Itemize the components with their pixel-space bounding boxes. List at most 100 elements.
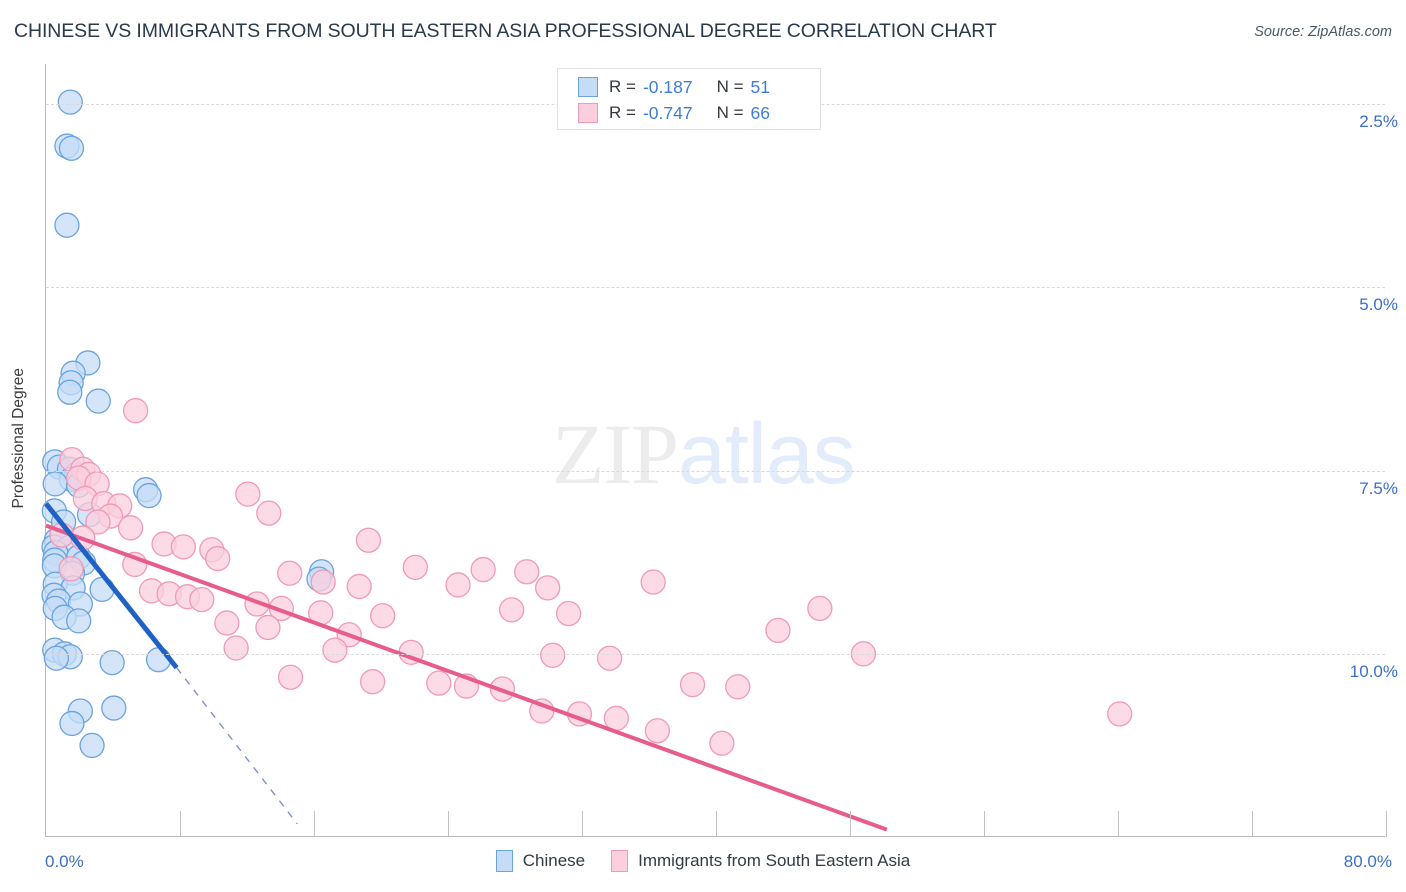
scatter-point[interactable] xyxy=(58,556,84,582)
scatter-point[interactable] xyxy=(170,534,197,560)
scatter-point[interactable] xyxy=(346,573,372,600)
scatter-point[interactable] xyxy=(310,569,336,595)
x-axis-tick xyxy=(314,810,315,837)
stats-n-value-sea: 66 xyxy=(750,102,770,123)
scatter-point[interactable] xyxy=(79,732,105,759)
scatter-point[interactable] xyxy=(85,509,111,535)
scatter-point[interactable] xyxy=(223,635,249,661)
legend-label-chinese: Chinese xyxy=(522,851,586,870)
scatter-point[interactable] xyxy=(214,610,240,636)
scatter-point[interactable] xyxy=(640,569,666,595)
scatter-point[interactable] xyxy=(57,379,83,405)
scatter-point[interactable] xyxy=(66,608,92,634)
scatter-point[interactable] xyxy=(256,500,282,526)
scatter-point[interactable] xyxy=(709,730,735,756)
scatter-point[interactable] xyxy=(596,645,623,671)
legend-item-sea[interactable]: Immigrants from South Eastern Asia xyxy=(611,850,910,872)
scatter-point[interactable] xyxy=(535,575,561,601)
legend-label-sea: Immigrants from South Eastern Asia xyxy=(638,851,911,870)
scatter-point[interactable] xyxy=(189,586,215,613)
stats-n-value-chinese: 51 xyxy=(750,76,770,97)
scatter-point[interactable] xyxy=(807,595,833,622)
scatter-point[interactable] xyxy=(355,527,382,553)
trendline-chinese xyxy=(44,502,179,670)
series-legend: Chinese Immigrants from South Eastern As… xyxy=(0,850,1406,872)
stats-row-chinese: R = -0.187 N = 51 xyxy=(578,75,770,99)
y-axis-label: Professional Degree xyxy=(10,368,27,509)
stats-row-sea: R = -0.747 N = 66 xyxy=(578,101,770,125)
plot-area xyxy=(41,64,1387,837)
scatter-point[interactable] xyxy=(1107,701,1133,727)
y-axis-tick-label: 2.5% xyxy=(1359,112,1398,132)
scatter-point[interactable] xyxy=(277,560,303,586)
scatter-point[interactable] xyxy=(322,637,348,663)
legend-swatch-chinese xyxy=(495,850,513,872)
scatter-point[interactable] xyxy=(42,471,68,497)
y-axis-tick-label: 7.5% xyxy=(1359,478,1398,498)
x-axis-tick xyxy=(582,810,583,837)
x-axis-tick xyxy=(850,810,851,837)
scatter-point[interactable] xyxy=(370,603,396,629)
source-attribution: Source: ZipAtlas.com xyxy=(1254,24,1392,40)
x-axis-min-label: 0.0% xyxy=(45,852,84,871)
scatter-point[interactable] xyxy=(555,600,582,627)
x-axis-tick xyxy=(1386,810,1387,837)
page-title: CHINESE VS IMMIGRANTS FROM SOUTH EASTERN… xyxy=(14,20,997,42)
gridline-y xyxy=(46,287,1385,289)
x-axis-tick xyxy=(1252,810,1253,837)
legend-swatch-sea xyxy=(611,850,629,872)
scatter-point[interactable] xyxy=(58,135,85,161)
scatter-point[interactable] xyxy=(122,397,149,424)
trendline-sea xyxy=(45,523,888,832)
scatter-point[interactable] xyxy=(359,669,386,695)
scatter-point[interactable] xyxy=(57,89,83,115)
scatter-point[interactable] xyxy=(101,695,127,721)
x-axis-tick xyxy=(448,810,449,837)
stats-swatch-sea xyxy=(578,103,598,123)
stats-r-value-sea: -0.747 xyxy=(642,102,693,123)
y-axis-tick-label: 5.0% xyxy=(1359,295,1398,315)
scatter-point[interactable] xyxy=(470,556,496,583)
legend-item-chinese[interactable]: Chinese xyxy=(495,850,586,872)
scatter-point[interactable] xyxy=(205,545,231,572)
scatter-point[interactable] xyxy=(445,572,471,598)
scatter-point[interactable] xyxy=(725,674,751,700)
scatter-point[interactable] xyxy=(765,617,791,644)
scatter-point[interactable] xyxy=(277,664,304,690)
scatter-point[interactable] xyxy=(498,597,525,623)
gridline-y xyxy=(46,470,1385,472)
scatter-point[interactable] xyxy=(136,482,162,509)
correlation-stats-box: R = -0.187 N = 51 R = -0.747 N = 66 xyxy=(557,68,821,130)
trendline-chinese-extension xyxy=(176,667,298,825)
x-axis-tick xyxy=(716,810,717,837)
y-axis-tick-label: 10.0% xyxy=(1349,661,1398,681)
scatter-point[interactable] xyxy=(145,647,172,673)
x-axis-tick xyxy=(984,810,985,837)
stats-n-label-sea: N = xyxy=(716,103,744,122)
scatter-plot-canvas xyxy=(41,89,1133,832)
scatter-point[interactable] xyxy=(54,212,80,238)
scatter-point[interactable] xyxy=(426,670,452,696)
stats-r-label-sea: R = xyxy=(609,103,636,122)
stats-swatch-chinese xyxy=(578,77,598,97)
scatter-point[interactable] xyxy=(679,671,706,698)
scatter-point[interactable] xyxy=(85,388,111,414)
scatter-point[interactable] xyxy=(99,649,125,676)
x-axis-max-label: 80.0% xyxy=(1343,852,1392,871)
x-axis-tick xyxy=(180,810,181,837)
stats-r-label-chinese: R = xyxy=(609,77,636,96)
scatter-point[interactable] xyxy=(402,554,428,581)
stats-n-label-chinese: N = xyxy=(716,77,744,96)
gridline-y xyxy=(46,653,1385,655)
scatter-point[interactable] xyxy=(43,645,70,671)
scatter-point[interactable] xyxy=(644,718,671,744)
stats-r-value-chinese: -0.187 xyxy=(642,76,693,97)
scatter-point[interactable] xyxy=(540,642,566,668)
scatter-point[interactable] xyxy=(514,559,540,585)
scatter-point[interactable] xyxy=(235,481,261,507)
scatter-point[interactable] xyxy=(59,710,85,737)
scatter-point[interactable] xyxy=(255,614,281,641)
x-axis-tick xyxy=(1118,810,1119,837)
scatter-point[interactable] xyxy=(117,515,144,541)
